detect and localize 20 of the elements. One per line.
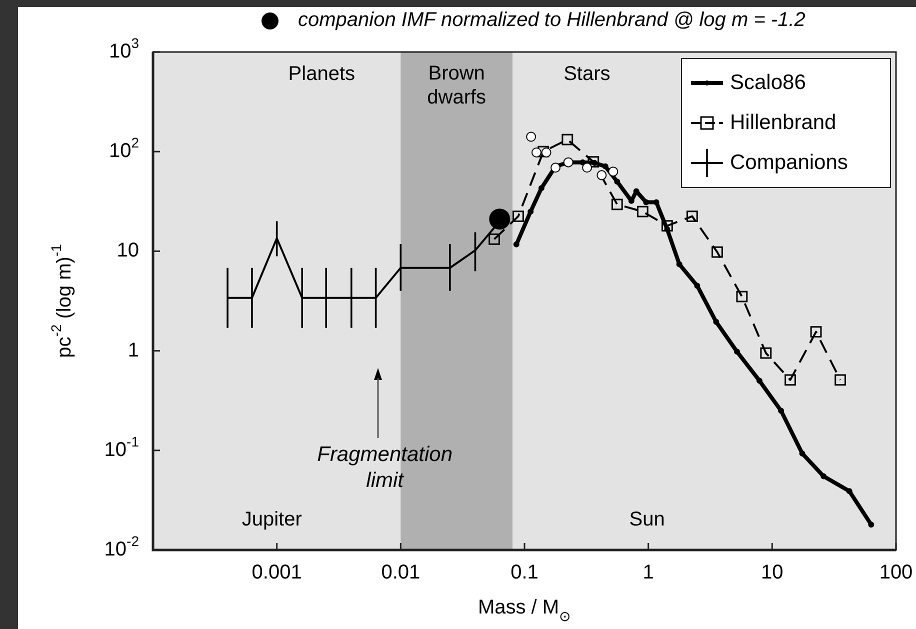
x-tick-label: 0.001 xyxy=(252,562,302,584)
x-tick-label: 0.01 xyxy=(381,562,420,584)
y-tick-label: 10 xyxy=(116,240,140,262)
legend-label: Hillenbrand xyxy=(730,111,836,135)
annotation: Jupiter xyxy=(242,508,302,531)
x-tick-label: 10 xyxy=(761,562,784,584)
y-tick-label: 1 xyxy=(128,339,139,362)
annotation: Fragmentation limit xyxy=(317,443,453,492)
annotation: Sun xyxy=(629,508,665,531)
legend-label: Companions xyxy=(730,151,848,175)
legend-label: Scalo86 xyxy=(730,71,806,95)
x-tick-label: 1 xyxy=(642,562,654,584)
y-axis-title: pc-2 (log m)-1 xyxy=(48,244,76,358)
annotation: Stars xyxy=(564,62,610,85)
x-axis-title: Mass / M⊙ xyxy=(478,596,572,624)
x-tick-label: 100 xyxy=(879,562,913,584)
x-tick-label: 0.1 xyxy=(510,562,538,584)
legend-label: companion IMF normalized to Hillenbrand @ log m = -1.2 xyxy=(298,9,806,32)
annotation: Planets xyxy=(288,62,356,85)
band-label: Brown dwarfs xyxy=(427,62,486,109)
